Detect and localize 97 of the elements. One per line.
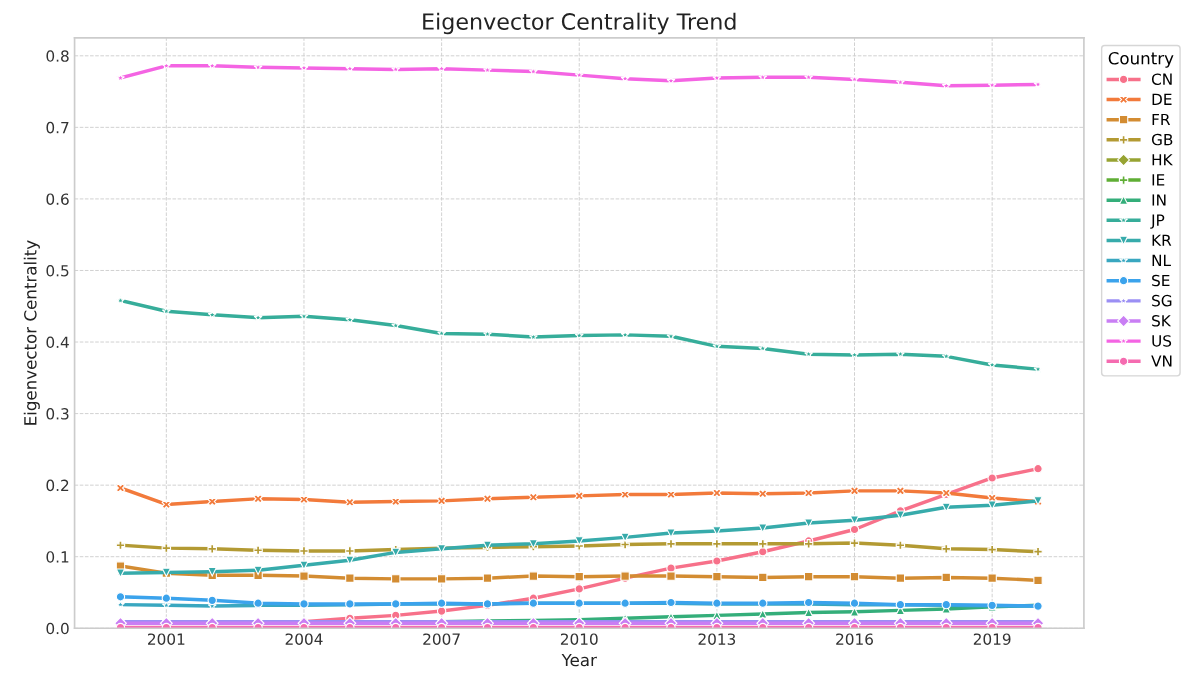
x-tick-label: 2016 <box>836 633 873 645</box>
point <box>574 536 584 546</box>
point <box>1033 463 1043 474</box>
y-tick-label: 0.7 <box>46 121 69 134</box>
point <box>161 499 172 510</box>
point <box>299 546 309 556</box>
legend-label: CN <box>1151 73 1172 85</box>
point <box>207 595 217 606</box>
y-tick-label: 0.4 <box>46 336 69 349</box>
point <box>849 572 860 582</box>
point <box>712 539 722 549</box>
point <box>987 500 997 510</box>
y-tick-label: 0.2 <box>46 479 69 492</box>
point <box>574 491 584 501</box>
point <box>299 571 309 581</box>
y-tick-label: 0.6 <box>46 193 69 205</box>
legend-label: IN <box>1152 194 1166 206</box>
point <box>849 538 860 548</box>
point <box>115 483 126 493</box>
point <box>712 572 722 582</box>
y-tick-label: 0.5 <box>46 264 69 277</box>
legend-label: SG <box>1152 294 1172 307</box>
legend-label: JP <box>1150 214 1165 229</box>
point <box>987 544 997 555</box>
point <box>849 524 860 535</box>
legend-label: SE <box>1152 274 1170 287</box>
point <box>803 488 814 498</box>
legend-title: Country <box>1108 51 1174 68</box>
point <box>436 496 447 506</box>
chart-title: Eigenvector Centrality Trend <box>423 12 736 35</box>
point <box>620 330 630 339</box>
point <box>207 496 217 507</box>
point <box>482 494 493 504</box>
x-tick-label: 2004 <box>285 633 323 645</box>
point <box>253 545 263 555</box>
x-tick-label: 2007 <box>423 633 460 645</box>
point <box>253 565 263 576</box>
x-tick-label: 2013 <box>698 633 736 645</box>
point <box>758 523 768 533</box>
point <box>758 609 768 619</box>
point <box>941 544 951 554</box>
legend-label: DE <box>1152 93 1172 105</box>
point <box>345 546 355 556</box>
legend-label: VN <box>1151 355 1172 367</box>
point <box>895 486 906 496</box>
point <box>712 341 722 351</box>
point <box>987 473 997 483</box>
point <box>803 572 814 582</box>
x-tick-label: 2019 <box>973 633 1011 645</box>
point <box>345 573 355 583</box>
point <box>712 556 722 566</box>
point <box>299 560 309 571</box>
point <box>115 592 126 602</box>
x-tick-label: 2010 <box>560 633 598 645</box>
y-tick-label: 0.0 <box>46 622 69 635</box>
y-tick-label: 0.3 <box>46 408 69 420</box>
point <box>666 571 676 581</box>
point <box>666 539 676 549</box>
y-tick-label: 0.8 <box>46 50 69 62</box>
legend-label: NL <box>1152 254 1171 266</box>
x-tick-label: 2001 <box>148 633 185 645</box>
point <box>207 567 217 577</box>
x-axis-title: Year <box>561 653 597 667</box>
point <box>987 80 997 90</box>
legend-label: KR <box>1152 234 1172 246</box>
point <box>299 63 309 72</box>
point <box>712 526 722 536</box>
point <box>620 532 630 543</box>
point <box>482 573 493 583</box>
point <box>895 540 906 550</box>
point <box>758 489 768 499</box>
point <box>391 574 401 584</box>
legend-label: SK <box>1152 315 1172 327</box>
point <box>161 61 171 70</box>
point <box>987 573 997 583</box>
point <box>436 574 447 584</box>
point <box>758 539 768 549</box>
point <box>712 73 722 82</box>
point <box>161 543 172 553</box>
point <box>528 571 539 581</box>
point <box>895 573 906 583</box>
legend-label: HK <box>1152 154 1173 166</box>
point <box>299 311 309 321</box>
point <box>574 572 584 582</box>
point <box>436 606 447 616</box>
y-tick-label: 0.1 <box>46 551 69 563</box>
point <box>574 584 584 594</box>
point <box>849 486 860 496</box>
point <box>849 350 860 359</box>
point <box>161 593 172 603</box>
legend-label: GB <box>1151 133 1173 146</box>
y-axis-title: Eigenvector Centrality <box>23 240 40 425</box>
point <box>161 306 171 316</box>
legend-label: US <box>1152 335 1172 347</box>
legend-label: IE <box>1152 174 1165 186</box>
legend-label: FR <box>1152 113 1171 126</box>
point <box>207 544 217 554</box>
